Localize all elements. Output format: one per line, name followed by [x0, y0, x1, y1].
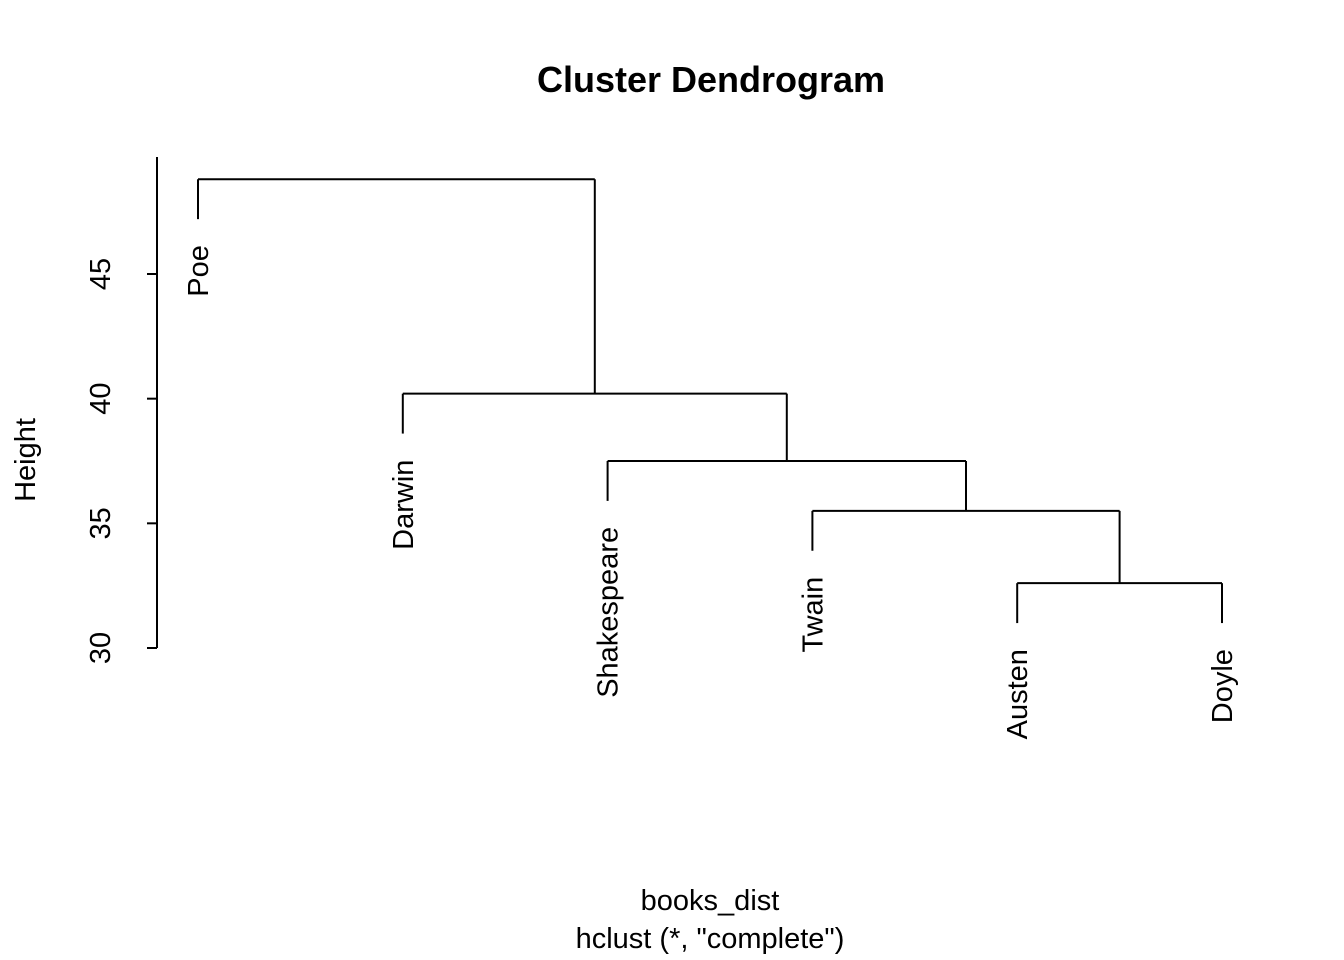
leaf-label-twain: Twain [797, 577, 829, 653]
method-subtitle: hclust (*, "complete") [576, 923, 845, 955]
y-axis: 30 35 40 45 [85, 157, 158, 664]
y-tick-label-40: 40 [85, 383, 117, 415]
y-axis-label: Height [10, 418, 42, 502]
leaf-label-austen: Austen [1002, 649, 1034, 739]
dendrogram-tree [197, 178, 1223, 624]
leaf-label-doyle: Doyle [1207, 649, 1239, 723]
leaf-labels: Poe Darwin Shakespeare Twain Austen Doyle [183, 245, 1239, 739]
chart-title: Cluster Dendrogram [537, 59, 885, 100]
y-tick-label-45: 45 [85, 258, 117, 290]
x-axis-label: books_dist [641, 885, 780, 917]
leaf-label-poe: Poe [183, 245, 215, 297]
y-tick-label-30: 30 [85, 632, 117, 664]
y-tick-label-35: 35 [85, 507, 117, 539]
leaf-label-shakespeare: Shakespeare [593, 527, 625, 698]
leaf-label-darwin: Darwin [388, 460, 420, 550]
